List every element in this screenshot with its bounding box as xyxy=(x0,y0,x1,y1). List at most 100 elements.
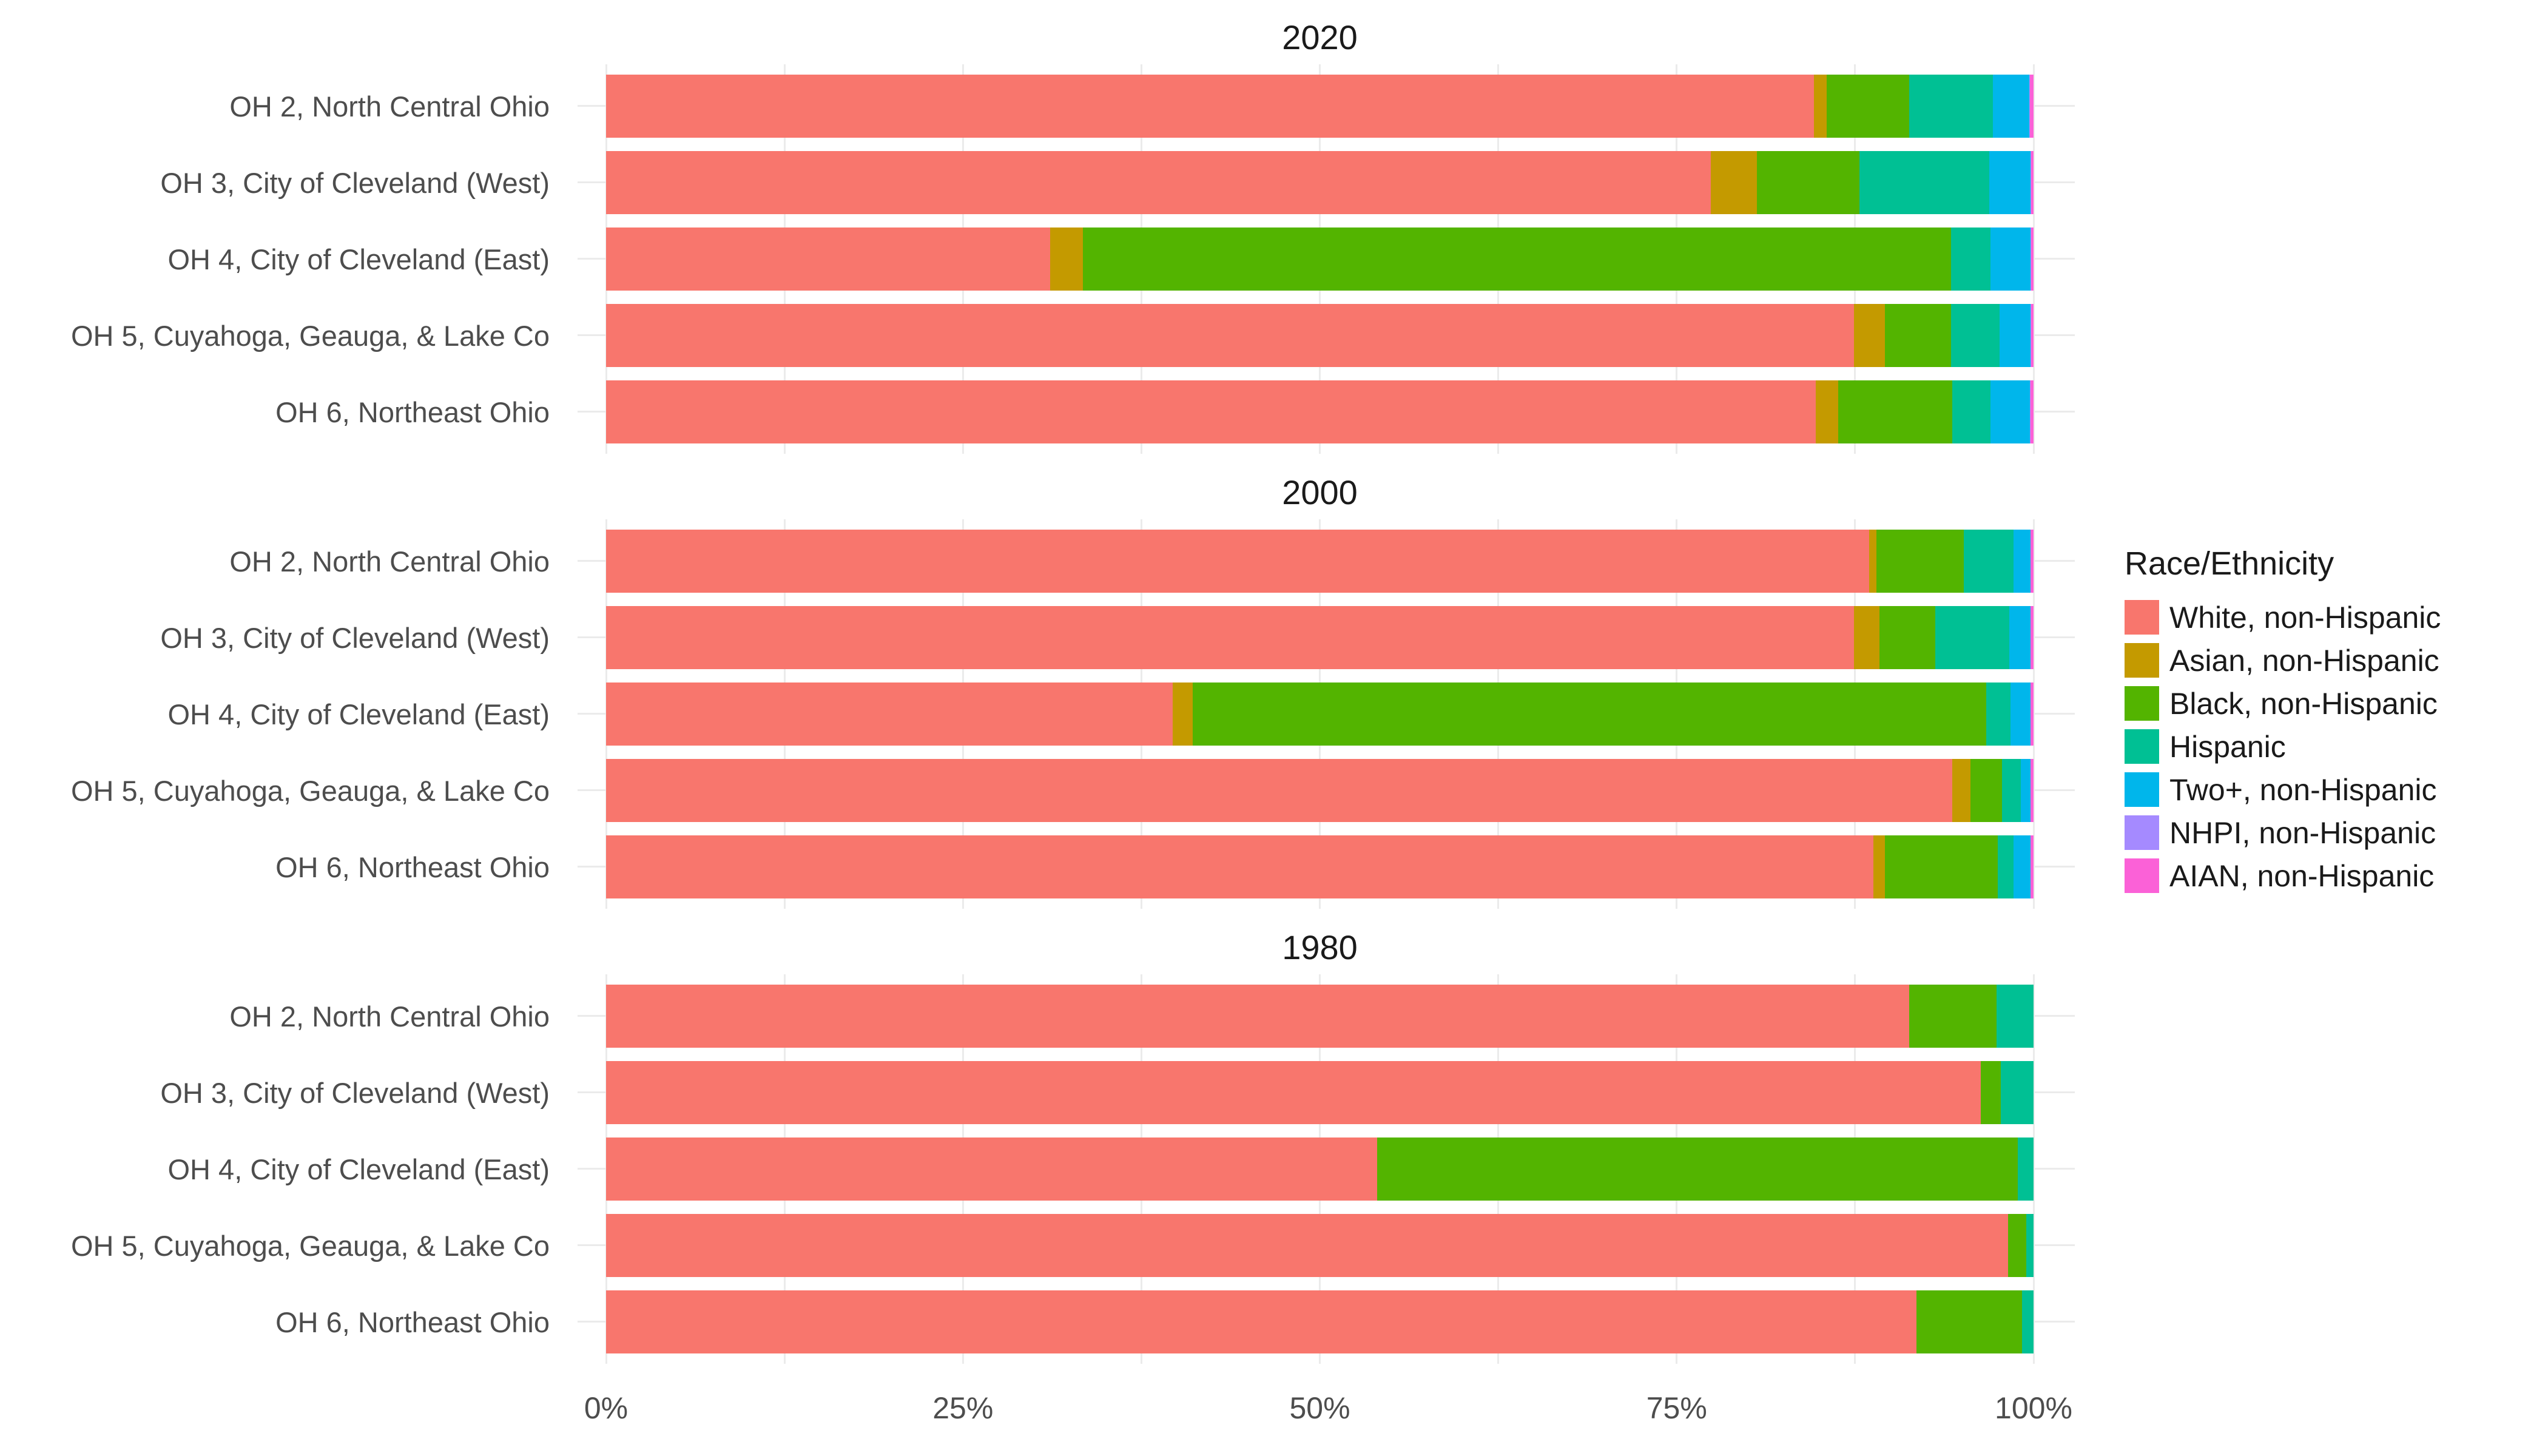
x-axis-tick-label: 0% xyxy=(584,1391,629,1425)
category-axis: OH 2, North Central Ohio OH 3, City of Cl… xyxy=(0,974,578,1376)
bar-segment-hispanic xyxy=(1859,151,1990,214)
bar-row xyxy=(578,1284,2075,1360)
panel-title: 2000 xyxy=(1282,473,1358,511)
plot-area xyxy=(578,64,2075,466)
bar-row xyxy=(578,221,2075,297)
category-label: OH 6, Northeast Ohio xyxy=(275,396,550,428)
bar-segment-black xyxy=(1876,530,1964,593)
stacked-bar xyxy=(606,759,2034,822)
bar-segment-white xyxy=(606,606,1854,669)
bar-segment-asian xyxy=(1050,228,1083,291)
plot-area xyxy=(578,974,2075,1376)
bar-segment-white xyxy=(606,985,1910,1048)
bar-segment-aian xyxy=(2030,75,2034,138)
stacked-bar xyxy=(606,1138,2034,1201)
bar-segment-black xyxy=(1756,151,1859,214)
bar-row xyxy=(578,978,2075,1054)
bar-segment-black xyxy=(2007,1214,2027,1277)
bar-segment-black xyxy=(1879,606,1935,669)
category-axis: OH 2, North Central Ohio OH 3, City of Cl… xyxy=(0,64,578,466)
bar-segment-asian xyxy=(1813,75,1827,138)
legend-label: Asian, non-Hispanic xyxy=(2169,643,2439,678)
category-label: OH 6, Northeast Ohio xyxy=(275,1306,550,1338)
bar-row xyxy=(578,752,2075,829)
bar-segment-asian xyxy=(1869,530,1877,593)
bar-row xyxy=(578,676,2075,752)
bar-segment-black xyxy=(1885,835,1998,898)
panel-body: OH 2, North Central Ohio OH 3, City of Cl… xyxy=(0,974,2075,1376)
bar-segment-asian xyxy=(1173,682,1193,746)
bar-segment-asian xyxy=(1853,606,1879,669)
bar-segment-white xyxy=(606,759,1952,822)
legend-entry: Black, non-Hispanic xyxy=(2125,682,2543,725)
panel-title: 2020 xyxy=(1282,18,1358,56)
category-label: OH 2, North Central Ohio xyxy=(229,545,550,578)
bar-segment-two- xyxy=(2020,759,2031,822)
bar-segment-two- xyxy=(1989,151,2031,214)
stacked-bar xyxy=(606,151,2034,214)
bar-row xyxy=(578,1131,2075,1207)
bar-segment-white xyxy=(606,1214,2008,1277)
bar-segment-black xyxy=(1909,985,1997,1048)
category-label: OH 5, Cuyahoga, Geauga, & Lake Co xyxy=(70,1229,550,1262)
bar-row xyxy=(578,829,2075,905)
bar-segment-aian xyxy=(2031,530,2034,593)
bar-segment-aian xyxy=(2031,606,2034,669)
legend-entries: White, non-Hispanic Asian, non-Hispanic Bl… xyxy=(2125,596,2543,897)
bar-segment-aian xyxy=(2031,835,2034,898)
bar-segment-asian xyxy=(1816,380,1838,443)
bar-segment-black xyxy=(1838,380,1952,443)
bar-segment-asian xyxy=(1873,835,1886,898)
bar-segment-two- xyxy=(1992,75,2029,138)
stacked-bar xyxy=(606,835,2034,898)
bar-segment-aian xyxy=(2031,380,2034,443)
bar-segment-hispanic xyxy=(1998,835,2014,898)
facet-panels: 2020 OH 2, North Central Ohio OH 3, City o… xyxy=(0,11,2075,1425)
stacked-bar xyxy=(606,380,2034,443)
bar-row xyxy=(578,297,2075,374)
legend-label: White, non-Hispanic xyxy=(2169,600,2441,635)
bar-segment-hispanic xyxy=(2002,759,2021,822)
category-label: OH 5, Cuyahoga, Geauga, & Lake Co xyxy=(70,774,550,807)
stacked-bar xyxy=(606,228,2034,291)
bar-segment-white xyxy=(606,835,1874,898)
bar-segment-aian xyxy=(2031,759,2034,822)
bar-segment-hispanic xyxy=(2018,1138,2034,1201)
bar-segment-black xyxy=(1377,1138,2018,1201)
bar-segment-white xyxy=(606,1138,1377,1201)
bar-segment-white xyxy=(606,1290,1917,1353)
bar-segment-hispanic xyxy=(2026,1214,2034,1277)
stacked-bar xyxy=(606,1061,2034,1124)
legend-label: AIAN, non-Hispanic xyxy=(2169,858,2435,893)
bar-segment-white xyxy=(606,682,1173,746)
bar-segment-black xyxy=(1970,759,2003,822)
legend-entry: NHPI, non-Hispanic xyxy=(2125,811,2543,854)
bar-segment-aian xyxy=(2031,151,2034,214)
category-label: OH 2, North Central Ohio xyxy=(229,1000,550,1033)
stacked-bar xyxy=(606,1290,2034,1353)
bar-segment-white xyxy=(606,380,1816,443)
legend-label: Black, non-Hispanic xyxy=(2169,686,2438,721)
bar-segment-black xyxy=(1826,75,1910,138)
bar-segment-aian xyxy=(2031,304,2034,367)
bar-segment-hispanic xyxy=(1909,75,1993,138)
bar-row xyxy=(578,1054,2075,1131)
panel-body: OH 2, North Central Ohio OH 3, City of Cl… xyxy=(0,519,2075,921)
bar-segment-hispanic xyxy=(1963,530,2014,593)
bar-segment-asian xyxy=(1853,304,1886,367)
bar-segment-two- xyxy=(2014,530,2031,593)
legend-swatch xyxy=(2125,600,2159,635)
bar-segment-hispanic xyxy=(2022,1290,2034,1353)
bar-segment-two- xyxy=(2010,682,2031,746)
bar-segment-hispanic xyxy=(1952,380,1991,443)
bar-row xyxy=(578,68,2075,144)
bar-segment-asian xyxy=(1711,151,1757,214)
bar-segment-aian xyxy=(2031,682,2034,746)
bar-row xyxy=(578,599,2075,676)
bar-segment-white xyxy=(606,75,1814,138)
panel-title: 1980 xyxy=(1282,928,1358,966)
bar-row xyxy=(578,1207,2075,1284)
bar-segment-black xyxy=(1193,682,1987,746)
legend-swatch xyxy=(2125,858,2159,893)
